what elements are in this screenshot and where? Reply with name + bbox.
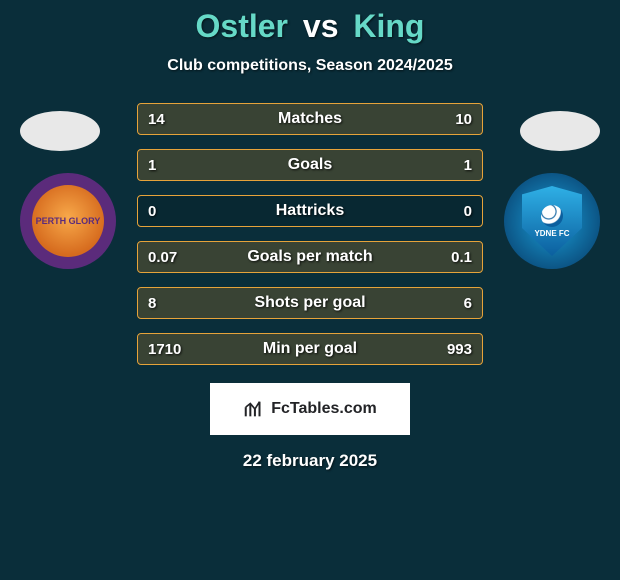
- stat-label: Goals: [288, 156, 332, 174]
- credit-box[interactable]: FcTables.com: [210, 383, 410, 435]
- fctables-logo-icon: [243, 398, 265, 420]
- club-right-label: YDNE FC: [534, 229, 569, 238]
- stat-label: Goals per match: [247, 248, 372, 266]
- stat-value-left: 8: [148, 295, 188, 312]
- stat-label: Matches: [278, 110, 342, 128]
- stat-value-right: 0: [432, 203, 472, 220]
- stat-row: 0.07 Goals per match 0.1: [137, 241, 483, 273]
- stat-label: Min per goal: [263, 340, 357, 358]
- stat-value-left: 1710: [148, 341, 188, 358]
- player2-avatar: [520, 111, 600, 151]
- stat-value-right: 10: [432, 111, 472, 128]
- stat-value-right: 1: [432, 157, 472, 174]
- stats-bars: 14Matches101Goals10Hattricks00.07Goals p…: [137, 103, 483, 365]
- stat-value-left: 0.07: [148, 249, 188, 266]
- player1-name: Ostler: [196, 8, 288, 44]
- stat-row: 14 Matches 10: [137, 103, 483, 135]
- stat-label: Hattricks: [276, 202, 344, 220]
- stat-label: Shots per goal: [254, 294, 365, 312]
- stat-value-left: 0: [148, 203, 188, 220]
- stat-value-right: 993: [432, 341, 472, 358]
- club-left-label: PERTH GLORY: [32, 185, 104, 257]
- club-badge-right: YDNE FC: [504, 173, 600, 269]
- stat-row: 1 Goals 1: [137, 149, 483, 181]
- stat-value-right: 0.1: [432, 249, 472, 266]
- vs-label: vs: [303, 8, 339, 44]
- page-title: Ostler vs King: [0, 8, 620, 45]
- player2-name: King: [353, 8, 424, 44]
- stat-value-left: 1: [148, 157, 188, 174]
- date-label: 22 february 2025: [0, 451, 620, 471]
- club-badge-left: PERTH GLORY: [20, 173, 116, 269]
- stat-value-right: 6: [432, 295, 472, 312]
- player1-avatar: [20, 111, 100, 151]
- stat-row: 1710 Min per goal 993: [137, 333, 483, 365]
- stat-row: 0 Hattricks 0: [137, 195, 483, 227]
- credit-text: FcTables.com: [271, 400, 377, 418]
- comparison-card: Ostler vs King Club competitions, Season…: [0, 0, 620, 580]
- soccer-ball-icon: [541, 205, 563, 227]
- club-right-shield: YDNE FC: [522, 186, 582, 256]
- subtitle: Club competitions, Season 2024/2025: [0, 57, 620, 75]
- stat-row: 8 Shots per goal 6: [137, 287, 483, 319]
- content-area: PERTH GLORY YDNE FC 14Matches101Goals10H…: [0, 103, 620, 471]
- stat-value-left: 14: [148, 111, 188, 128]
